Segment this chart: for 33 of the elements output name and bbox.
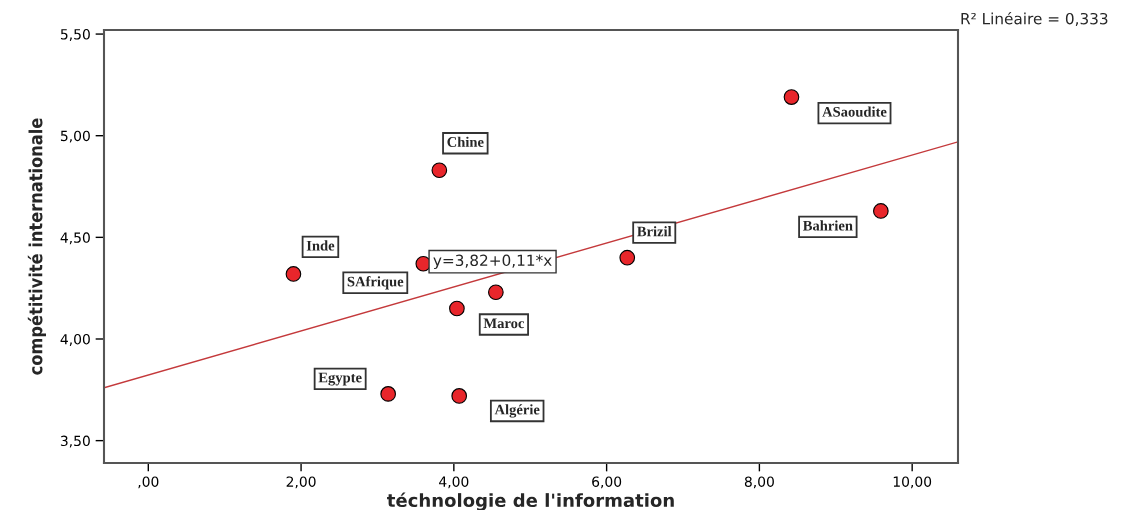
annotation: SAfrique [347, 276, 404, 290]
annotation: Algérie [494, 404, 540, 418]
y-tick-label: 5,50 [60, 29, 90, 41]
y-tick-label: 4,50 [60, 232, 90, 245]
y-axis-title: compétitivité internationale [27, 118, 46, 375]
point [783, 89, 800, 105]
annotation: Egypte [318, 372, 362, 386]
x-tick-label: 2,00 [286, 476, 316, 489]
annotation: Maroc [483, 318, 525, 329]
annotation: y=3,82+0,11*x [433, 254, 552, 270]
annotation: Inde [306, 240, 335, 251]
x-tick-label: ,00 [138, 476, 159, 489]
point [285, 266, 302, 282]
annotation: ASaoudite [822, 106, 887, 117]
point [488, 284, 504, 301]
annotation: Chine [447, 136, 484, 147]
annotation: Bahrien [802, 220, 853, 231]
point [873, 203, 889, 219]
x-tick-label: 8,00 [744, 476, 774, 489]
annotation: Brizil [637, 226, 672, 237]
x-tick-label: 4,00 [439, 476, 469, 489]
point [619, 249, 636, 266]
point [380, 386, 396, 402]
x-tick-label: 10,00 [893, 476, 932, 489]
y-tick-label: 4,00 [60, 333, 90, 346]
point [431, 162, 448, 179]
point [451, 388, 468, 404]
text: R² Linéaire = 0,333 [961, 12, 1108, 26]
y-tick-label: 3,50 [60, 435, 90, 448]
x-axis-title: téchnologie de l'information [387, 492, 674, 510]
x-tick-label: 6,00 [592, 476, 622, 489]
point [449, 300, 465, 317]
y-tick-label: 5,00 [60, 130, 90, 143]
